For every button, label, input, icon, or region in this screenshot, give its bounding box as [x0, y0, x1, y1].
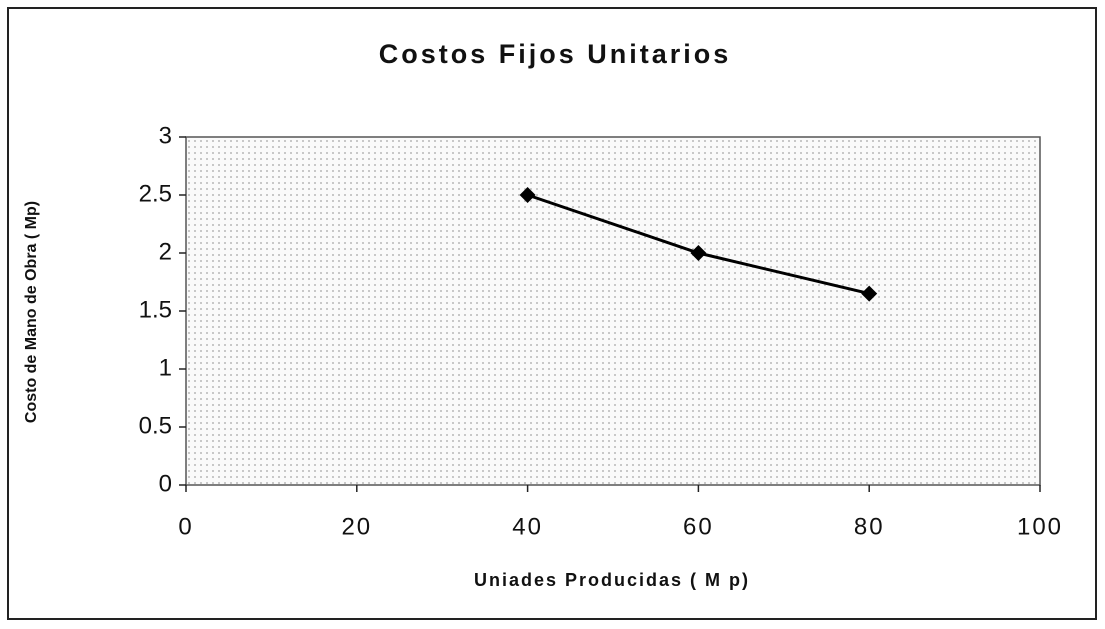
- plot-area: [185, 136, 1041, 486]
- y-tick-label: 0: [159, 470, 172, 497]
- x-tick-label: 0: [178, 513, 193, 540]
- y-tick-label: 3: [159, 122, 172, 149]
- y-tick-label: 2: [159, 238, 172, 265]
- x-tick-label: 100: [1017, 513, 1063, 540]
- y-tick-label: 0.5: [139, 412, 172, 439]
- y-tick-label: 1: [159, 354, 172, 381]
- y-tick-label: 1.5: [139, 296, 172, 323]
- x-tick-label: 40: [512, 513, 543, 540]
- y-axis-label: Costo de Mano de Obra ( Mp): [23, 201, 40, 423]
- x-tick-label: 80: [854, 513, 885, 540]
- marker: [690, 245, 707, 261]
- x-axis-label: Uniades Producidas ( M p): [474, 570, 750, 590]
- marker: [861, 285, 878, 302]
- x-tick-label: 20: [341, 513, 372, 540]
- y-tick-label: 2.5: [139, 180, 172, 207]
- marker: [519, 187, 536, 203]
- x-tick-label: 60: [683, 513, 714, 540]
- chart-title: Costos Fijos Unitarios: [379, 39, 732, 69]
